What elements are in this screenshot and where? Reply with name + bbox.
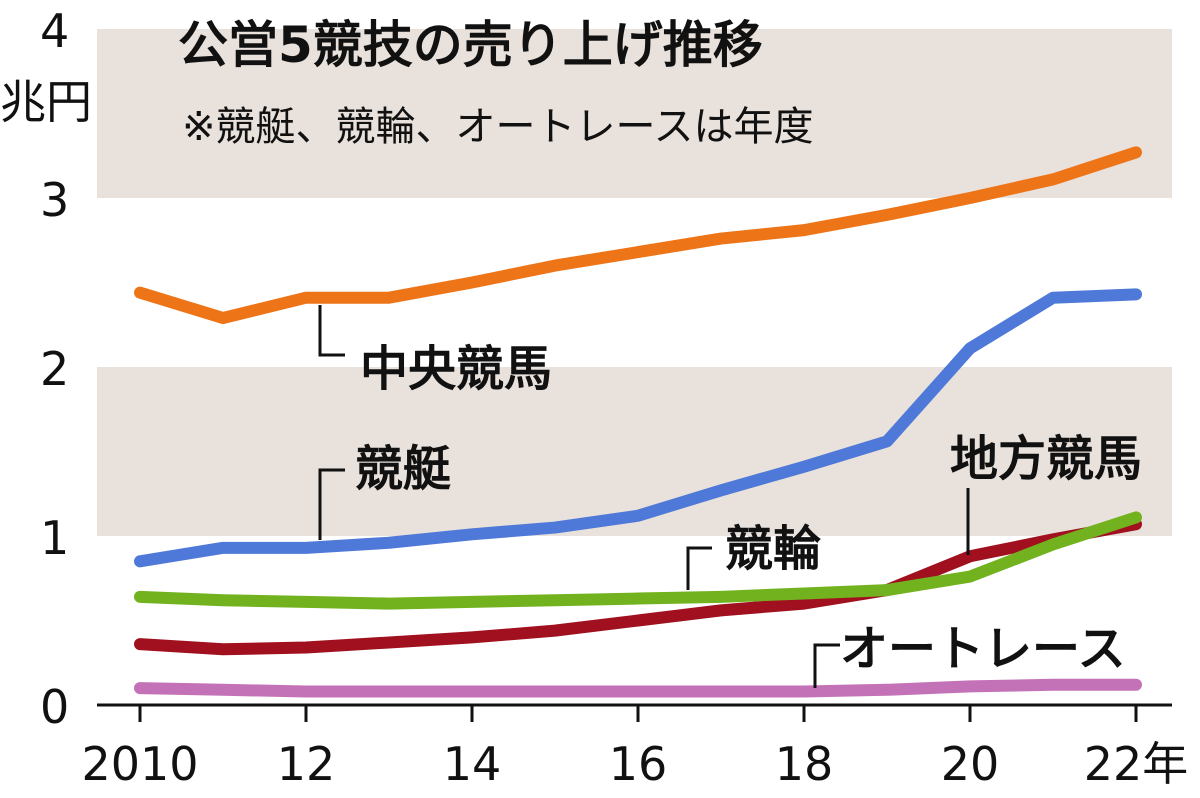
- y-axis-unit: 兆円: [0, 75, 92, 129]
- grid-band: [97, 367, 1172, 536]
- x-tick-label: 18: [775, 737, 834, 791]
- leader-line: [813, 643, 840, 688]
- x-tick-label: 12: [277, 737, 336, 791]
- leader-line: [318, 305, 345, 357]
- grid-band: [97, 29, 1172, 198]
- series-line: [134, 288, 1142, 568]
- chart-subtitle: ※競艇、競輪、オートレースは年度: [182, 104, 814, 150]
- y-tick-label: 3: [40, 173, 69, 227]
- leader-line: [686, 546, 712, 590]
- series-label: 競輪: [725, 521, 821, 577]
- series-label: 地方競馬: [950, 431, 1142, 487]
- series-label: オートレース: [840, 621, 1126, 677]
- series-line: [134, 518, 1142, 656]
- y-tick-label: 4: [40, 4, 69, 58]
- series-line: [134, 146, 1142, 324]
- x-tick-label: 16: [609, 737, 668, 791]
- x-tick-label: 14: [443, 737, 502, 791]
- x-tick-label: 22年: [1084, 737, 1189, 791]
- series-line: [134, 678, 1142, 698]
- leader-line: [318, 468, 345, 540]
- y-tick-label: 0: [40, 680, 69, 734]
- series-label: 中央競馬: [360, 341, 552, 397]
- x-tick-label: 2010: [81, 737, 198, 791]
- series-label: 競艇: [355, 441, 451, 497]
- x-tick-label: 20: [941, 737, 1000, 791]
- y-tick-label: 2: [40, 342, 69, 396]
- series-line: [134, 511, 1142, 610]
- y-tick-label: 1: [40, 511, 69, 565]
- chart-title: 公営5競技の売り上げ推移: [178, 16, 763, 74]
